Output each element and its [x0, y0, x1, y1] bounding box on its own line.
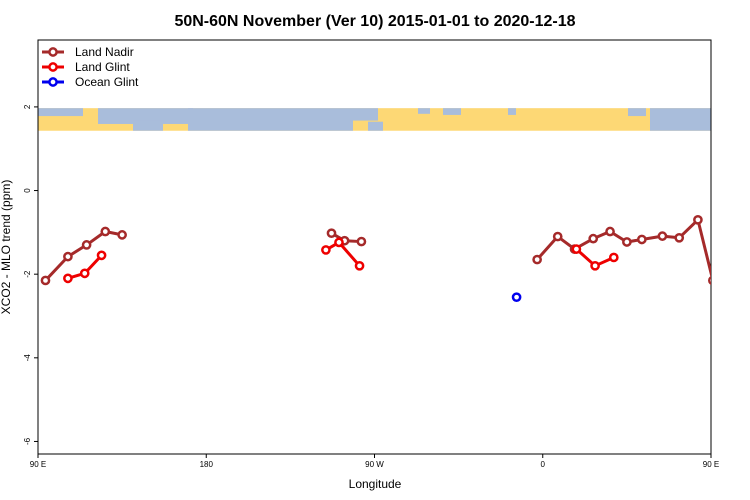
series-0-point-2-12: [747, 242, 750, 249]
x-tick-label-0: 90 E: [30, 460, 46, 469]
map-band: [38, 108, 711, 131]
map-band-ocean-0: [38, 108, 83, 117]
y-tick-label-3: -4: [23, 354, 32, 362]
y-tick-label-1: 0: [23, 188, 32, 193]
x-tick-label-4: 90 E: [703, 460, 719, 469]
series-0-point-0-3: [100, 226, 111, 237]
map-band-ocean-9: [628, 108, 646, 117]
series-1-point-0-0: [63, 273, 73, 284]
series-2-point-0-0: [511, 292, 522, 303]
series-0-point-2-11: [728, 254, 735, 261]
x-tick-label-3: 0: [541, 460, 546, 469]
x-tick-label-1: 180: [200, 460, 214, 469]
series-0-point-0-0: [40, 275, 51, 286]
map-band-ocean-3: [188, 108, 353, 131]
map-band-ocean-4: [353, 108, 378, 121]
series-2: [511, 292, 522, 303]
series-1-line-1: [325, 240, 361, 267]
y-axis-label: XCO2 - MLO trend (ppm): [0, 180, 13, 315]
series-0-line-2: [536, 218, 711, 280]
series-0-point-1-0: [326, 228, 337, 239]
map-band-ocean-7: [443, 108, 461, 115]
x-axis-label: Longitude: [349, 477, 402, 491]
series-1-point-1-0: [321, 245, 331, 255]
legend-label-2: Ocean Glint: [75, 75, 139, 89]
series-0-point-2-10: [708, 275, 711, 285]
series-0-point-0-1: [63, 251, 73, 262]
series-1-point-1-2: [354, 260, 365, 271]
legend-marker-1: [48, 62, 58, 72]
series-0-point-2-6: [636, 234, 647, 245]
plot-frame: [37, 39, 712, 455]
series-1-point-0-1: [79, 268, 90, 279]
legend-label-0: Land Nadir: [75, 45, 134, 59]
series-0-point-2-5: [622, 237, 632, 247]
series-1-point-2-2: [608, 252, 619, 263]
series-0-point-2-7: [657, 231, 668, 241]
series-0-point-2-0: [532, 254, 542, 265]
map-band-ocean-5: [368, 121, 383, 131]
x-tick-label-2: 90 W: [365, 460, 384, 469]
y-tick-label-2: -2: [23, 270, 32, 278]
chart-title: 50N-60N November (Ver 10) 2015-01-01 to …: [174, 13, 575, 30]
series-0-point-2-8: [674, 232, 685, 243]
y-axis: 2 0 -2 -4 -6: [23, 104, 38, 445]
map-band-ocean-8: [508, 108, 516, 115]
series-group: [40, 214, 750, 303]
series-0-point-1-2: [356, 236, 367, 247]
legend-label-1: Land Glint: [75, 60, 130, 74]
y-tick-label-4: -6: [23, 437, 32, 445]
series-0-point-2-4: [605, 226, 615, 237]
series-1: [63, 237, 750, 284]
map-band-ocean-10: [650, 108, 711, 131]
map-band-ocean-1: [98, 108, 193, 124]
legend-marker-0: [48, 47, 58, 57]
series-0: [40, 214, 750, 286]
legend-marker-2: [48, 77, 58, 87]
map-band-ocean-6: [418, 108, 430, 114]
series-0-point-2-1: [552, 231, 563, 242]
series-1-point-1-1: [334, 237, 344, 248]
y-tick-label-0: 2: [23, 104, 32, 109]
series-1-point-2-1: [590, 260, 600, 271]
series-1-point-0-2: [96, 250, 107, 261]
series-1-point-3-1: [745, 270, 750, 277]
series-1-point-3-0: [728, 276, 735, 283]
series-0-point-0-4: [117, 230, 127, 240]
series-0-point-0-2: [81, 240, 92, 250]
map-band-ocean-2: [133, 120, 163, 131]
series-1-line-3: [732, 256, 750, 279]
series-1-point-2-0: [571, 244, 582, 254]
series-0-point-2-9: [693, 214, 703, 225]
series-0-point-2-3: [588, 233, 599, 244]
